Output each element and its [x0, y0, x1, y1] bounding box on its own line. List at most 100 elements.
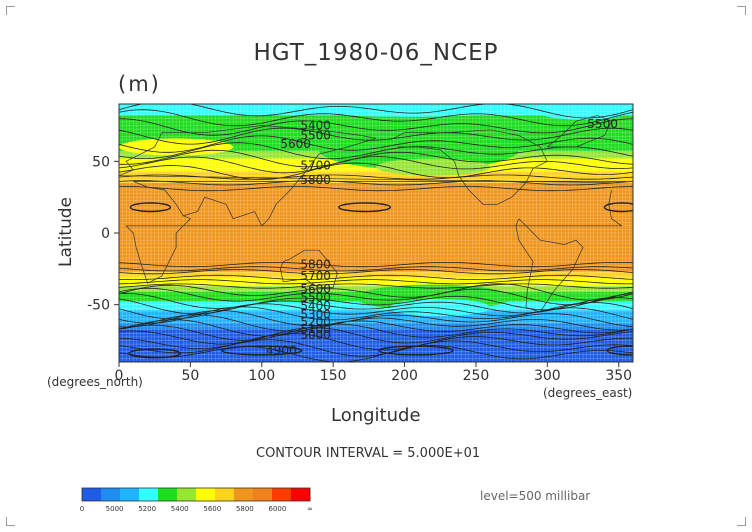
- heatmap-band: [119, 277, 633, 287]
- chart-title: HGT_1980-06_NCEP: [253, 40, 499, 66]
- colorbar-tick-label: 0: [80, 505, 84, 513]
- colorbar-swatch: [158, 488, 178, 501]
- colorbar-swatch: [82, 488, 102, 501]
- colorbar-swatch: [215, 488, 235, 501]
- x-tick-label: 50: [181, 368, 199, 384]
- contour-label: 5700: [300, 159, 331, 173]
- colorbar-swatch: [139, 488, 159, 501]
- axis-ticks: 0 50 100 150 200 250 300 350 50 0 -50: [87, 154, 632, 384]
- contour-line: [119, 327, 633, 345]
- contour-line: [119, 142, 633, 160]
- contour-loop: [378, 345, 454, 356]
- contour-label: 5000: [300, 328, 331, 342]
- contour-line: [119, 339, 633, 357]
- contour-label: 5500: [300, 291, 331, 305]
- contour-label: 5600: [300, 282, 331, 296]
- coastline-path: [390, 129, 548, 205]
- colorbar-swatch: [101, 488, 121, 501]
- contour-label: 5500: [587, 117, 618, 131]
- coastline-path: [119, 125, 626, 227]
- contour-loop: [221, 345, 303, 356]
- contour-label: 4900: [266, 344, 297, 358]
- contour-line: [119, 279, 633, 285]
- coastline-path: [547, 115, 613, 148]
- anomaly-patch: [119, 138, 234, 156]
- contour-line: [119, 269, 633, 275]
- colorbar-swatch: [291, 488, 311, 501]
- x-tick-label: 350: [605, 368, 632, 384]
- colorbar-swatch: [120, 488, 140, 501]
- heatmap-band: [119, 271, 633, 278]
- colorbar-tick-label: 6000: [269, 505, 287, 513]
- contour-label: 5600: [280, 137, 311, 151]
- contour-line: [119, 186, 633, 192]
- contour-line: [119, 344, 633, 362]
- x-tick-label: 200: [391, 368, 418, 384]
- contour-line: [119, 287, 633, 306]
- contour-line: [119, 127, 633, 145]
- heatmap-band: [119, 323, 633, 330]
- contour-line: [119, 162, 633, 180]
- y-unit-label: (degrees_north): [47, 375, 143, 389]
- contour-loop: [603, 202, 633, 213]
- colorbar-swatch: [253, 488, 273, 501]
- x-axis-label: Longitude: [331, 405, 421, 426]
- contour-line: [119, 135, 633, 153]
- contour-label: 5800: [300, 173, 331, 187]
- contour-labels: 5400550056005700580055005800570056005500…: [266, 117, 618, 357]
- anomaly-patch: [119, 104, 269, 115]
- y-axis-label: Latitude: [56, 197, 76, 267]
- contour-line: [119, 319, 633, 337]
- colorbar-tick-label: 5600: [203, 505, 221, 513]
- contour-line: [119, 104, 633, 119]
- coastline: [119, 115, 626, 313]
- contour-line: [119, 283, 633, 301]
- contour-label: 5100: [300, 322, 331, 336]
- contour-label: 5800: [300, 258, 331, 272]
- colorbar-swatch: [196, 488, 216, 501]
- contour-line: [119, 323, 633, 341]
- coastline-path: [279, 249, 338, 288]
- contour-label: 5400: [300, 119, 331, 133]
- coastline-path: [515, 218, 584, 313]
- colorbar-swatch: [234, 488, 254, 501]
- contour-loop: [606, 345, 633, 356]
- x-tick-label: 150: [320, 368, 347, 384]
- contour-loop: [338, 202, 391, 213]
- colorbar-tick-label: 5800: [236, 505, 254, 513]
- contour-line: [119, 306, 633, 324]
- frame-corner-tr: [737, 6, 746, 15]
- y-tick-label: 50: [92, 154, 110, 170]
- x-tick-label: 0: [115, 368, 124, 384]
- level-text: level=500 millibar: [480, 489, 591, 503]
- contour-line: [119, 118, 633, 136]
- contour-line: [119, 297, 633, 315]
- y-tick-label: -50: [87, 298, 110, 314]
- colorbar-tick-label: ∞: [307, 505, 313, 513]
- contour-line: [119, 310, 633, 328]
- contour-line: [119, 283, 633, 289]
- colorbar-tick-label: 5000: [106, 505, 124, 513]
- units-label: (m): [118, 72, 161, 96]
- frame-corner-br: [737, 517, 746, 526]
- x-tick-label: 250: [463, 368, 490, 384]
- frame-corner-bl: [6, 517, 15, 526]
- colorbar-tick-label: 5400: [171, 505, 189, 513]
- contour-lines: [119, 104, 633, 362]
- x-tick-label: 300: [534, 368, 561, 384]
- y-tick-label: 0: [101, 226, 110, 242]
- x-unit-label: (degrees_east): [543, 386, 633, 400]
- contour-interval-text: CONTOUR INTERVAL = 5.000E+01: [256, 446, 481, 461]
- colorbar-tick-label: 5200: [138, 505, 156, 513]
- contour-label: 5500: [300, 129, 331, 143]
- contour-loop: [129, 202, 172, 213]
- colorbar: 0 5000 5200 5400 5600 5800 6000 ∞: [80, 487, 313, 513]
- contour-line: [119, 149, 633, 168]
- coastline-path: [125, 189, 623, 284]
- contour-line: [119, 109, 633, 127]
- contour-label: 5400: [300, 299, 331, 313]
- contour-line: [119, 180, 633, 186]
- colorbar-swatch: [272, 488, 292, 501]
- contour-line: [119, 266, 633, 272]
